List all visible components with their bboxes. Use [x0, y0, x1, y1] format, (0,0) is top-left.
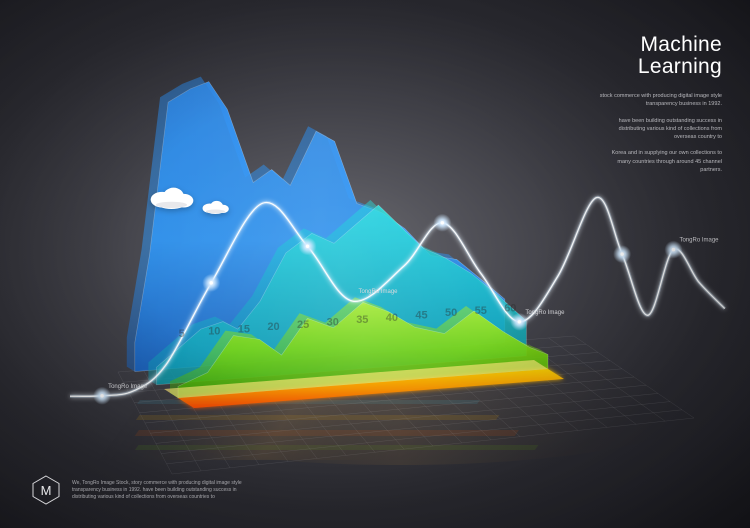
axis-number: 5 — [179, 328, 185, 340]
axis-number: 50 — [445, 307, 457, 319]
axis-number: 60 — [504, 303, 516, 315]
axis-number: 20 — [267, 321, 279, 333]
footer: M We, TongRo Image Stock, story commerce… — [30, 474, 242, 506]
title-line-2: Learning — [597, 56, 722, 78]
header-paragraphs: stock commerce with producing digital im… — [597, 92, 722, 174]
axis-number: 55 — [475, 305, 487, 317]
logo-hexagon: M — [30, 474, 62, 506]
axis-number: 35 — [356, 314, 368, 326]
area-layers — [127, 77, 548, 398]
axis-number: 10 — [208, 326, 220, 338]
axis-number: 30 — [327, 316, 339, 328]
header-para-2: have been building outstanding success i… — [597, 117, 722, 142]
cloud-icon — [145, 183, 200, 209]
curve-label: TongRo Image — [108, 384, 148, 390]
page-title: Machine Learning — [597, 34, 722, 78]
footer-text: We, TongRo Image Stock, story commerce w… — [72, 480, 242, 501]
stage: TongRo Image TongRo Image TongRo Image Tong… — [0, 0, 750, 528]
curve-label: TongRo Image — [358, 289, 398, 295]
axis-number: 40 — [386, 312, 398, 324]
header-para-1: stock commerce with producing digital im… — [597, 92, 722, 109]
axis-number: 45 — [415, 310, 427, 322]
axis-number: 25 — [297, 319, 309, 331]
curve-label: TongRo Image — [525, 310, 565, 316]
header-block: Machine Learning stock commerce with pro… — [597, 34, 722, 174]
curve-label: TongRo Image — [679, 238, 719, 244]
axis-number: 15 — [238, 323, 250, 335]
header-para-3: Korea and in supplying our own collectio… — [597, 149, 722, 174]
title-line-1: Machine — [597, 34, 722, 56]
cloud-icon — [200, 198, 232, 214]
logo-letter: M — [30, 474, 62, 506]
